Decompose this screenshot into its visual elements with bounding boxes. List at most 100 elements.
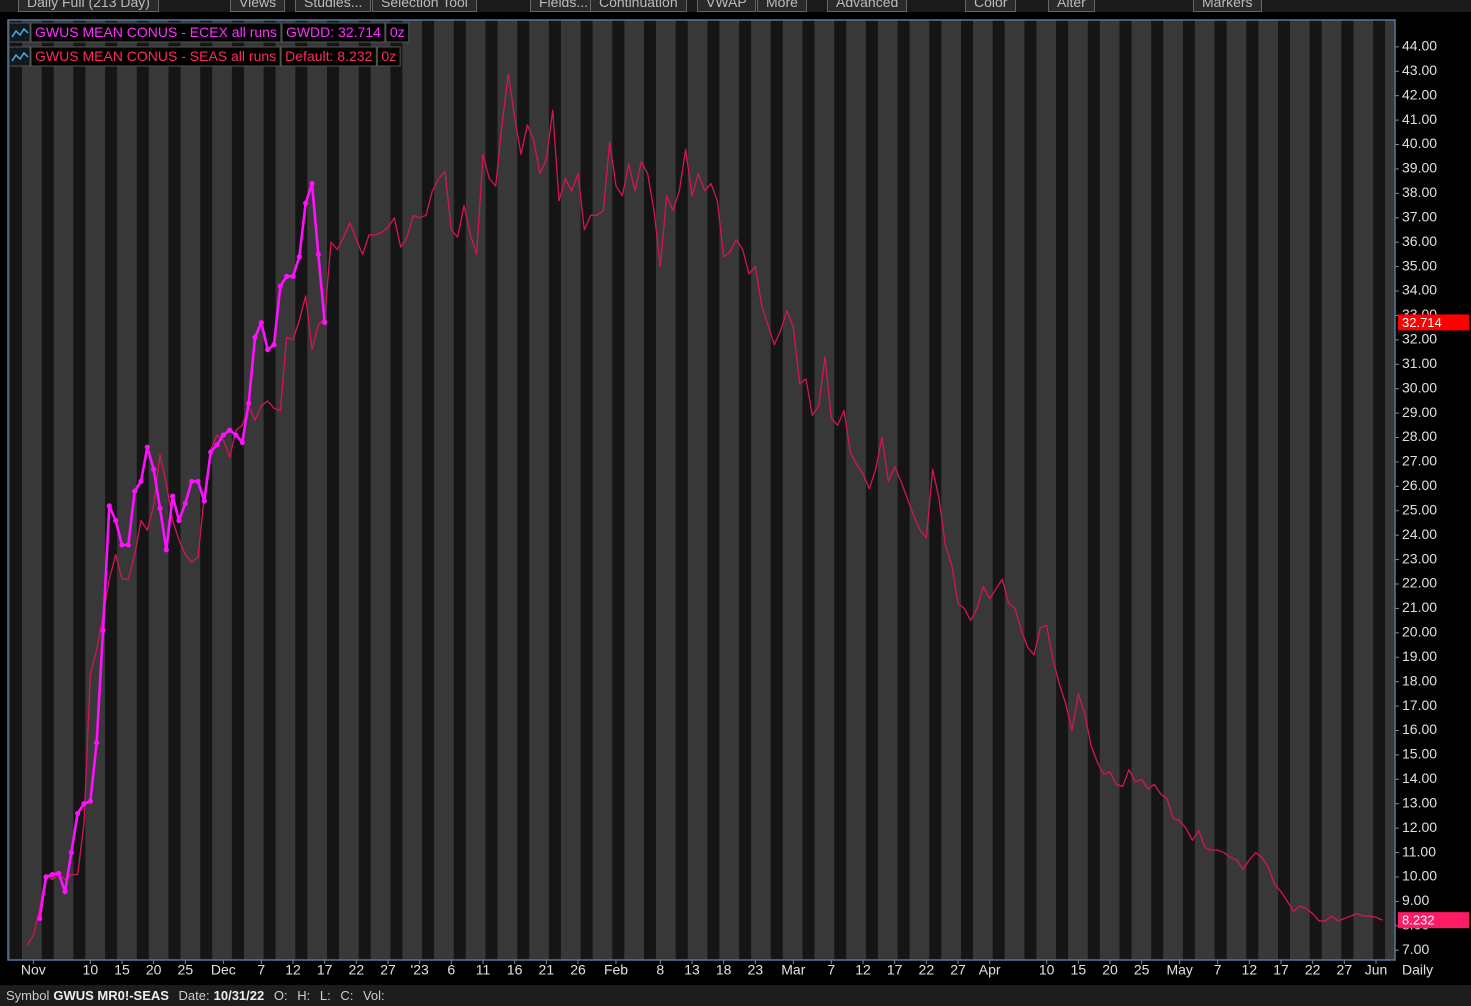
stripe — [675, 20, 688, 960]
series-marker — [138, 478, 144, 485]
stripe — [73, 20, 86, 960]
y-tick-label: 16.00 — [1402, 721, 1437, 737]
x-tick-label: 10 — [83, 962, 99, 978]
x-tick-label: 25 — [1134, 962, 1150, 978]
stripe — [1024, 20, 1037, 960]
series-marker — [125, 542, 131, 548]
stripe — [1246, 20, 1259, 960]
stripe — [1278, 20, 1290, 960]
toolbar-button[interactable]: Studies... — [295, 0, 372, 12]
y-tick-label: 9.00 — [1402, 892, 1429, 908]
toolbar-button[interactable]: More — [757, 0, 807, 12]
stripe — [453, 20, 466, 960]
series-marker — [239, 439, 245, 445]
legend-text: GWUS MEAN CONUS - SEAS all runs — [35, 48, 276, 64]
y-tick-label: 29.00 — [1402, 404, 1437, 420]
stripe — [1373, 20, 1386, 960]
series-line — [26, 73, 1383, 946]
toolbar-button[interactable]: Daily Full (213 Day) — [18, 0, 159, 12]
toolbar-button[interactable]: Selection Tool — [372, 0, 477, 12]
x-tick-label: 22 — [919, 962, 935, 978]
series-marker — [277, 283, 283, 289]
stripe — [358, 20, 371, 960]
x-tick-label: 16 — [507, 962, 523, 978]
x-tick-label: 13 — [684, 962, 700, 978]
stripe — [834, 20, 847, 960]
series-marker — [182, 500, 188, 507]
status-field: C: — [340, 988, 354, 1003]
x-tick-label: 15 — [1071, 962, 1087, 978]
stripe — [580, 20, 593, 960]
legend-box — [280, 46, 377, 67]
y-tick-label: 36.00 — [1402, 233, 1437, 249]
stripe — [1309, 20, 1322, 960]
series-marker — [309, 180, 315, 187]
stripe — [517, 20, 530, 960]
legend-icon-line — [11, 51, 29, 62]
stripe — [485, 20, 498, 960]
legend-text: Default: 8.232 — [285, 48, 372, 64]
stripe — [1214, 20, 1227, 960]
stripe — [231, 20, 244, 960]
y-tick-label: 44.00 — [1402, 38, 1437, 54]
y-tick-label: 22.00 — [1402, 575, 1437, 591]
series-marker — [201, 498, 207, 504]
x-tick-label: 25 — [178, 962, 194, 978]
series-marker — [37, 915, 43, 922]
series-line — [38, 182, 326, 919]
y-tick-label: 37.00 — [1402, 208, 1437, 224]
series-marker — [132, 488, 138, 494]
toolbar-button[interactable]: Markers — [1193, 0, 1262, 12]
y-tick-label: 27.00 — [1402, 453, 1437, 469]
series-marker — [208, 449, 214, 455]
series-marker — [290, 273, 296, 279]
toolbar-button[interactable]: Views — [230, 0, 286, 12]
stripe — [1182, 20, 1195, 960]
x-axis-unit: Daily — [1402, 962, 1433, 978]
series-marker — [176, 517, 182, 524]
x-tick-label: 27 — [950, 962, 966, 978]
status-field: O: — [273, 988, 288, 1003]
stripe — [1341, 20, 1354, 960]
series-marker — [303, 200, 309, 206]
x-tick-label: 15 — [114, 962, 130, 978]
toolbar-button[interactable]: Alter — [1048, 0, 1095, 12]
legend-icon — [8, 46, 31, 67]
x-tick-label: 12 — [285, 962, 301, 978]
series-marker — [195, 478, 201, 485]
toolbar-button[interactable]: Advanced — [827, 0, 908, 12]
x-tick-label: Jun — [1365, 962, 1388, 978]
stripe — [961, 20, 973, 960]
y-tick-label: 14.00 — [1402, 770, 1437, 786]
y-tick-label: 28.00 — [1402, 428, 1437, 444]
y-tick-label: 41.00 — [1402, 111, 1437, 127]
stripe — [929, 20, 942, 960]
series-marker — [227, 427, 233, 433]
x-tick-label: 11 — [476, 962, 491, 978]
y-tick-label: 31.00 — [1402, 355, 1437, 371]
series-marker — [163, 547, 169, 553]
x-tick-label: 7 — [257, 962, 265, 978]
toolbar-button[interactable]: VWAP — [697, 0, 756, 12]
last-value-label: 32.714 — [1402, 315, 1442, 330]
y-tick-label: 23.00 — [1402, 550, 1437, 566]
x-tick-label: 21 — [539, 962, 555, 978]
x-tick-label: 27 — [380, 962, 396, 978]
toolbar-button[interactable]: Color — [965, 0, 1017, 12]
legend-text: GWDD: 32.714 — [286, 24, 381, 40]
series-marker — [106, 503, 112, 509]
y-tick-label: 35.00 — [1402, 257, 1437, 273]
last-value-tag — [1398, 314, 1469, 331]
chart: Daily 7.008.009.0010.0011.0012.0013.0014… — [7, 19, 1469, 978]
stripe — [644, 20, 656, 960]
y-tick-label: 24.00 — [1402, 526, 1437, 542]
toolbar-button[interactable]: Continuation — [590, 0, 687, 12]
x-tick-label: Nov — [21, 962, 46, 978]
legend-box — [376, 46, 401, 67]
stripe — [548, 20, 561, 960]
stripe — [263, 20, 276, 960]
x-tick-label: 18 — [716, 962, 732, 978]
x-tick-label: Feb — [604, 962, 628, 978]
stripe — [1119, 20, 1132, 960]
series-marker — [56, 870, 62, 876]
